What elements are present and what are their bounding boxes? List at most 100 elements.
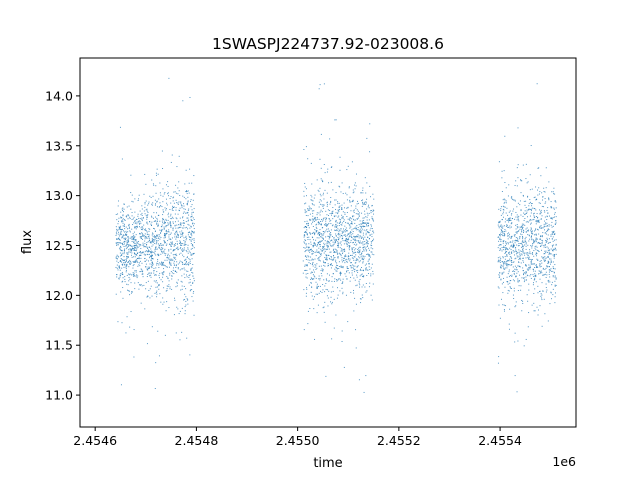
data-point xyxy=(173,260,175,262)
data-point xyxy=(346,212,348,214)
data-point xyxy=(120,230,122,232)
data-point xyxy=(501,250,503,252)
data-point xyxy=(145,183,147,185)
data-point xyxy=(525,248,527,250)
data-point xyxy=(335,240,337,242)
data-point xyxy=(145,246,147,248)
data-point xyxy=(315,293,317,295)
data-point xyxy=(347,256,349,258)
data-point xyxy=(523,345,525,347)
data-point xyxy=(326,201,328,203)
data-point xyxy=(358,223,360,225)
data-point xyxy=(173,262,175,264)
data-point xyxy=(305,295,307,297)
data-point xyxy=(503,271,505,273)
data-point xyxy=(122,235,124,237)
data-point xyxy=(360,302,362,304)
data-point xyxy=(372,239,374,241)
data-point xyxy=(367,225,369,227)
data-point xyxy=(193,175,195,177)
data-point xyxy=(325,218,327,220)
data-point xyxy=(345,254,347,256)
data-point xyxy=(121,235,123,237)
data-point xyxy=(129,230,131,232)
data-point xyxy=(353,241,354,243)
data-point xyxy=(146,237,148,239)
data-point xyxy=(122,264,124,266)
data-point xyxy=(183,237,185,239)
data-point xyxy=(366,240,368,242)
data-point xyxy=(530,262,532,264)
data-point xyxy=(547,242,549,244)
data-point xyxy=(529,174,531,176)
data-point xyxy=(508,184,510,186)
data-point xyxy=(312,261,314,263)
data-point xyxy=(514,306,516,308)
data-point xyxy=(120,260,121,262)
data-point xyxy=(187,247,189,249)
data-point xyxy=(530,223,532,225)
data-point xyxy=(129,218,131,220)
data-point xyxy=(498,274,500,276)
data-point xyxy=(352,252,354,254)
data-point xyxy=(529,189,531,191)
data-point xyxy=(547,251,549,253)
data-point xyxy=(151,262,153,264)
data-point xyxy=(352,231,354,233)
data-point xyxy=(539,213,541,215)
data-point xyxy=(158,247,160,249)
data-point xyxy=(187,217,189,219)
data-point xyxy=(124,219,126,221)
data-point xyxy=(162,272,164,274)
data-point xyxy=(325,243,327,245)
data-point xyxy=(331,303,333,305)
data-point xyxy=(524,224,526,226)
data-point xyxy=(338,215,340,217)
data-point xyxy=(131,250,133,252)
data-point xyxy=(320,248,322,250)
data-point xyxy=(533,215,535,217)
data-point xyxy=(520,289,522,291)
data-point xyxy=(555,207,557,209)
data-point xyxy=(164,235,166,237)
data-point xyxy=(152,244,154,246)
data-point xyxy=(150,276,152,278)
data-point xyxy=(345,275,347,277)
data-point xyxy=(146,253,148,255)
data-point xyxy=(498,240,500,242)
data-point xyxy=(519,236,521,237)
data-point xyxy=(351,262,352,264)
data-point xyxy=(173,245,175,247)
data-point xyxy=(509,241,511,243)
data-point xyxy=(332,212,334,214)
data-point xyxy=(127,214,129,216)
data-point xyxy=(517,278,519,280)
data-point xyxy=(541,227,543,229)
data-point xyxy=(528,258,530,260)
data-point xyxy=(158,284,160,286)
data-point xyxy=(118,266,120,268)
data-point xyxy=(536,198,538,200)
data-point xyxy=(150,256,152,258)
data-point xyxy=(509,280,511,282)
data-point xyxy=(155,174,157,176)
data-point xyxy=(172,206,174,208)
data-point xyxy=(525,221,527,223)
x-axis-title: time xyxy=(313,456,342,471)
data-point xyxy=(363,250,365,252)
data-point xyxy=(141,226,143,228)
data-point xyxy=(346,222,348,224)
data-point xyxy=(529,267,531,269)
data-point xyxy=(362,237,364,239)
data-point xyxy=(358,256,360,258)
data-point xyxy=(553,254,555,256)
data-point xyxy=(362,232,364,234)
data-point xyxy=(167,193,169,195)
data-point xyxy=(527,234,529,236)
data-point xyxy=(323,311,325,313)
data-point xyxy=(365,242,367,244)
data-point xyxy=(320,224,322,226)
data-point xyxy=(127,256,129,258)
data-point xyxy=(159,192,161,194)
data-point xyxy=(519,257,521,259)
